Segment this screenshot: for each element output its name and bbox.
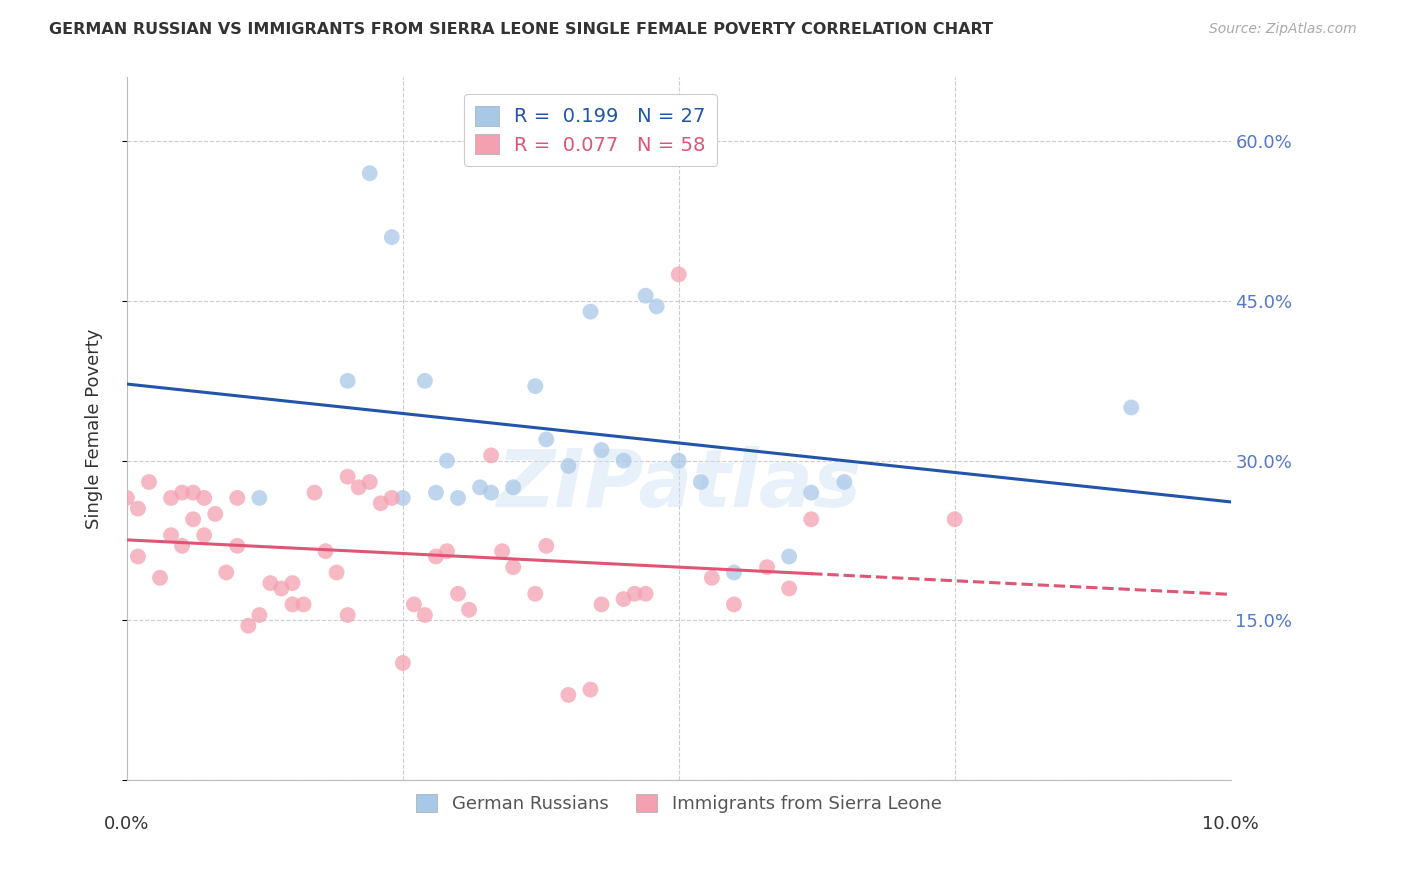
- Point: [756, 560, 779, 574]
- Point: [413, 608, 436, 623]
- Point: [392, 491, 415, 505]
- Text: 10.0%: 10.0%: [1202, 815, 1258, 833]
- Point: [943, 512, 966, 526]
- Text: 0.0%: 0.0%: [104, 815, 149, 833]
- Point: [204, 507, 226, 521]
- Point: [778, 582, 800, 596]
- Point: [436, 544, 458, 558]
- Point: [536, 433, 558, 447]
- Point: [172, 485, 194, 500]
- Point: [270, 582, 292, 596]
- Point: [778, 549, 800, 564]
- Point: [402, 598, 425, 612]
- Point: [468, 480, 491, 494]
- Point: [160, 491, 183, 505]
- Point: [226, 491, 249, 505]
- Point: [591, 598, 613, 612]
- Point: [425, 485, 447, 500]
- Point: [413, 374, 436, 388]
- Point: [392, 656, 415, 670]
- Point: [138, 475, 160, 489]
- Point: [292, 598, 315, 612]
- Point: [259, 576, 281, 591]
- Point: [557, 458, 579, 473]
- Legend: German Russians, Immigrants from Sierra Leone: German Russians, Immigrants from Sierra …: [409, 787, 949, 821]
- Point: [1121, 401, 1143, 415]
- Point: [304, 485, 326, 500]
- Point: [834, 475, 856, 489]
- Point: [149, 571, 172, 585]
- Point: [127, 549, 149, 564]
- Point: [172, 539, 194, 553]
- Point: [193, 528, 215, 542]
- Point: [524, 587, 547, 601]
- Point: [634, 587, 657, 601]
- Point: [160, 528, 183, 542]
- Point: [557, 688, 579, 702]
- Point: [502, 480, 524, 494]
- Point: [502, 560, 524, 574]
- Point: [127, 501, 149, 516]
- Point: [634, 288, 657, 302]
- Point: [668, 268, 690, 282]
- Point: [479, 448, 502, 462]
- Point: [723, 566, 745, 580]
- Point: [524, 379, 547, 393]
- Point: [325, 566, 347, 580]
- Point: [336, 608, 359, 623]
- Point: [700, 571, 723, 585]
- Point: [181, 512, 204, 526]
- Point: [491, 544, 513, 558]
- Point: [359, 166, 381, 180]
- Point: [238, 618, 260, 632]
- Point: [181, 485, 204, 500]
- Point: [359, 475, 381, 489]
- Point: [315, 544, 337, 558]
- Point: [800, 485, 823, 500]
- Point: [800, 512, 823, 526]
- Point: [668, 453, 690, 467]
- Point: [281, 598, 304, 612]
- Point: [370, 496, 392, 510]
- Text: GERMAN RUSSIAN VS IMMIGRANTS FROM SIERRA LEONE SINGLE FEMALE POVERTY CORRELATION: GERMAN RUSSIAN VS IMMIGRANTS FROM SIERRA…: [49, 22, 993, 37]
- Point: [336, 469, 359, 483]
- Point: [479, 485, 502, 500]
- Point: [623, 587, 645, 601]
- Point: [347, 480, 370, 494]
- Point: [447, 491, 470, 505]
- Point: [458, 603, 481, 617]
- Point: [536, 539, 558, 553]
- Point: [247, 491, 270, 505]
- Point: [381, 491, 404, 505]
- Point: [193, 491, 215, 505]
- Point: [723, 598, 745, 612]
- Point: [226, 539, 249, 553]
- Point: [436, 453, 458, 467]
- Point: [381, 230, 404, 244]
- Point: [613, 453, 636, 467]
- Point: [336, 374, 359, 388]
- Point: [689, 475, 711, 489]
- Point: [579, 304, 602, 318]
- Point: [425, 549, 447, 564]
- Point: [613, 592, 636, 607]
- Text: Source: ZipAtlas.com: Source: ZipAtlas.com: [1209, 22, 1357, 37]
- Y-axis label: Single Female Poverty: Single Female Poverty: [86, 328, 103, 529]
- Text: ZIPatlas: ZIPatlas: [496, 446, 862, 524]
- Point: [579, 682, 602, 697]
- Point: [645, 299, 668, 313]
- Point: [215, 566, 238, 580]
- Point: [591, 443, 613, 458]
- Point: [247, 608, 270, 623]
- Point: [115, 491, 138, 505]
- Point: [281, 576, 304, 591]
- Point: [447, 587, 470, 601]
